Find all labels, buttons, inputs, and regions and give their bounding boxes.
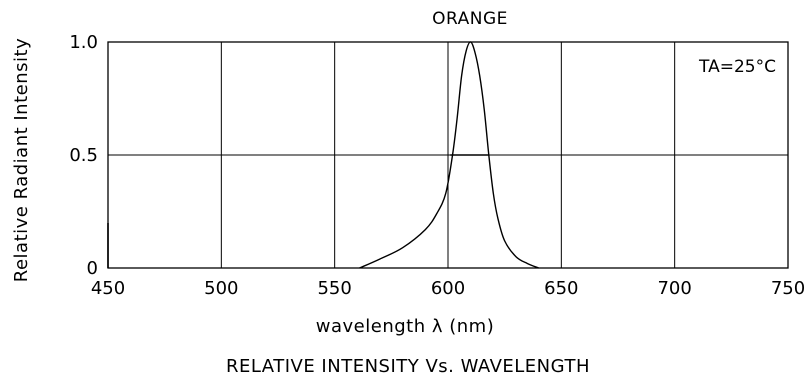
x-tick-label: 600 [431, 278, 465, 299]
chart-title: ORANGE [432, 9, 508, 29]
temperature-annotation: TA=25°C [698, 57, 776, 77]
spectrum-curve [359, 41, 539, 269]
x-axis-title: wavelength λ (nm) [316, 316, 494, 337]
x-tick-labels: 450 500 550 600 650 700 750 [91, 278, 805, 299]
x-tick-label: 500 [204, 278, 238, 299]
y-tick-label: 0 [87, 258, 98, 279]
grid [108, 42, 788, 268]
x-tick-label: 450 [91, 278, 125, 299]
y-tick-labels: 0 0.5 1.0 [69, 32, 98, 279]
x-tick-label: 700 [657, 278, 691, 299]
y-axis-title: Relative Radiant Intensity [11, 38, 32, 282]
y-tick-label: 1.0 [69, 32, 98, 53]
y-tick-label: 0.5 [69, 145, 98, 166]
x-tick-label: 550 [317, 278, 351, 299]
plot-frame [107, 41, 789, 269]
x-tick-label: 750 [771, 278, 805, 299]
chart-subtitle: RELATIVE INTENSITY Vs. WAVELENGTH [226, 356, 590, 377]
x-tick-label: 650 [544, 278, 578, 299]
